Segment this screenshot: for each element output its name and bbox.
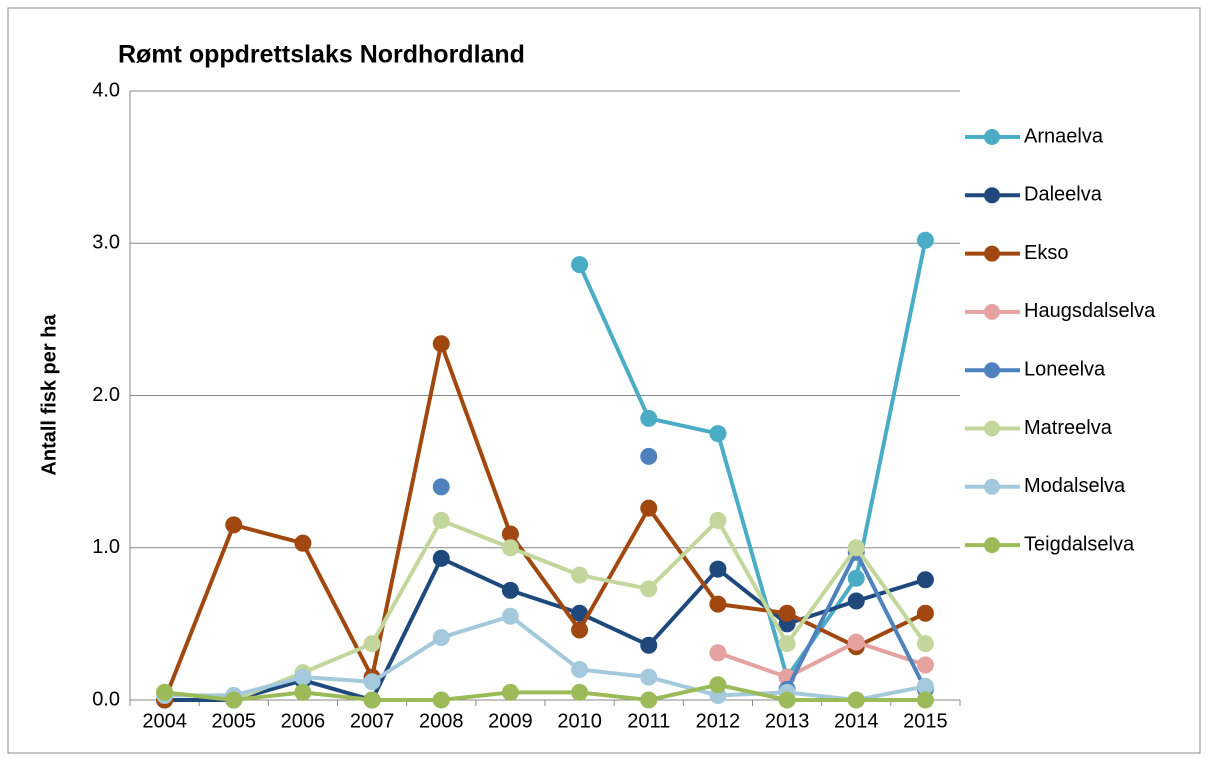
data-point (501, 581, 519, 599)
series-line (164, 682, 926, 702)
legend-marker (984, 303, 1000, 320)
data-point (363, 673, 381, 691)
legend-marker (984, 362, 1000, 379)
data-point (640, 409, 658, 427)
data-point (709, 644, 727, 662)
data-point (294, 683, 312, 701)
legend-marker (984, 478, 1000, 495)
data-point (640, 499, 658, 517)
data-point (709, 595, 727, 613)
y-tick-label: 1.0 (92, 536, 120, 558)
legend-marker (984, 245, 1000, 262)
data-point (363, 691, 381, 709)
data-point (847, 691, 865, 709)
data-point (294, 534, 312, 552)
data-point (432, 335, 450, 353)
legend-label: Modalselva (1024, 475, 1126, 497)
legend-label: Teigdalselva (1024, 533, 1135, 555)
data-point (847, 569, 865, 587)
series-line (164, 518, 928, 702)
legend-label: Matreelva (1024, 417, 1113, 439)
chart-title: Rømt oppdrettslaks Nordhordland (118, 41, 525, 69)
legend-marker (984, 420, 1000, 437)
legend-marker (984, 187, 1000, 204)
data-point (778, 604, 796, 622)
legend-label: Haugsdalselva (1024, 300, 1156, 322)
y-tick-label: 4.0 (92, 79, 120, 101)
x-tick-label: 2015 (903, 710, 948, 732)
data-point (571, 256, 589, 274)
x-tick-label: 2012 (696, 710, 741, 732)
chart-border (7, 7, 1201, 754)
data-point (916, 691, 934, 709)
data-point (501, 539, 519, 557)
data-point (847, 539, 865, 557)
data-point (916, 656, 934, 674)
y-axis-label: Antall fisk per ha (38, 314, 60, 476)
series-line (164, 614, 926, 702)
data-point (225, 516, 243, 534)
data-point (156, 683, 174, 701)
series-line (577, 239, 928, 680)
data-point (225, 691, 243, 709)
data-point (571, 661, 589, 679)
data-point (709, 560, 727, 578)
data-point (571, 621, 589, 639)
legend-marker (984, 537, 1000, 554)
data-point (847, 592, 865, 610)
y-tick-label: 2.0 (92, 384, 120, 406)
data-point (709, 511, 727, 529)
data-point (501, 607, 519, 625)
data-point (916, 604, 934, 622)
legend-label: Ekso (1024, 242, 1068, 264)
x-tick-label: 2011 (627, 710, 670, 732)
data-point (847, 633, 865, 651)
y-tick-label: 0.0 (92, 688, 120, 710)
y-tick-label: 3.0 (92, 232, 120, 254)
data-point (916, 635, 934, 653)
legend-marker (984, 129, 1000, 145)
data-point (640, 691, 658, 709)
data-point (916, 231, 934, 249)
data-point (709, 676, 727, 694)
data-point (640, 580, 658, 598)
data-point (571, 683, 589, 701)
x-tick-label: 2013 (765, 710, 810, 732)
legend-label: Loneelva (1024, 358, 1106, 380)
x-tick-label: 2005 (212, 710, 257, 732)
x-tick-label: 2009 (488, 710, 533, 732)
x-tick-label: 2004 (142, 710, 187, 732)
data-point (778, 635, 796, 653)
data-point (640, 636, 658, 654)
data-point (916, 571, 934, 589)
legend-label: Arnaelva (1024, 125, 1104, 147)
data-point (363, 635, 381, 653)
data-point (709, 425, 727, 443)
data-point (432, 549, 450, 567)
data-point (640, 447, 658, 465)
data-point (501, 683, 519, 701)
data-point (294, 668, 312, 686)
x-tick-label: 2010 (557, 710, 602, 732)
x-tick-label: 2006 (281, 710, 326, 732)
data-point (571, 566, 589, 584)
data-point (432, 511, 450, 529)
series-line (717, 640, 927, 680)
data-point (432, 478, 450, 496)
data-point (432, 629, 450, 647)
x-tick-label: 2008 (419, 710, 464, 732)
x-tick-label: 2014 (834, 710, 879, 732)
legend-label: Daleelva (1024, 184, 1103, 206)
x-tick-label: 2007 (350, 710, 395, 732)
data-point (778, 691, 796, 709)
series-line (162, 341, 927, 701)
data-point (640, 668, 658, 686)
data-point (432, 691, 450, 709)
